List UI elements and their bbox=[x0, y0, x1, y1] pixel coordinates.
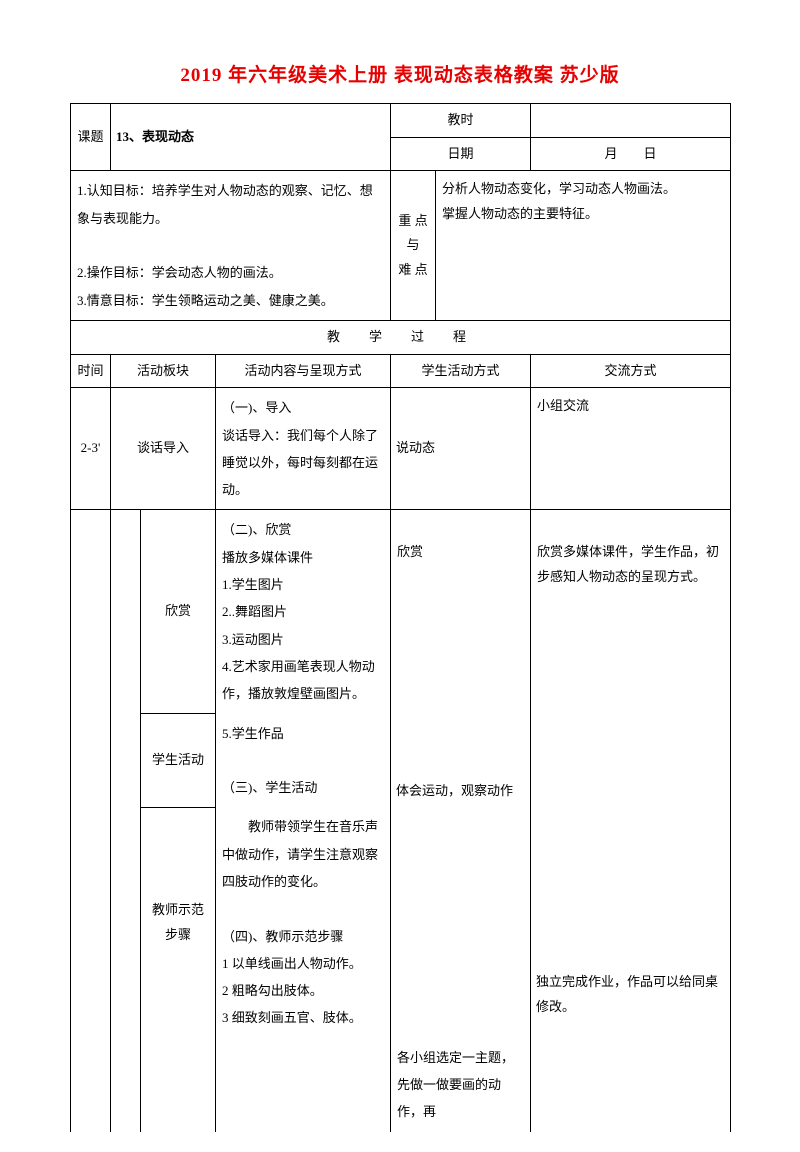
r2b-student: 体会运动，观察动作 bbox=[391, 714, 531, 808]
process-header: 教 学 过 程 bbox=[71, 320, 731, 354]
r2a-exchange: 欣赏多媒体课件，学生作品，初步感知人物动态的呈现方式。 bbox=[531, 510, 731, 714]
r1-block: 谈话导入 bbox=[111, 388, 216, 510]
date-value: 月 日 bbox=[531, 137, 731, 171]
r2-time bbox=[71, 510, 111, 1132]
topic-label: 课题 bbox=[71, 104, 111, 171]
date-label: 日期 bbox=[391, 137, 531, 171]
r2a-student: 欣赏 bbox=[391, 510, 531, 714]
r1-student: 说动态 bbox=[391, 388, 531, 510]
r2d-student: 各小组选定一主题，先做一做要画的动作，再 bbox=[391, 1038, 531, 1132]
col-student: 学生活动方式 bbox=[391, 354, 531, 388]
r1-exchange: 小组交流 bbox=[531, 388, 731, 510]
r2c-content: 教师带领学生在音乐声中做动作，请学生注意观察四肢动作的变化。 （四)、教师示范步… bbox=[216, 807, 391, 1037]
keypoint-label: 重 点 与 难 点 bbox=[391, 171, 436, 320]
r2d-exchange bbox=[531, 1038, 731, 1132]
r2b-block: 学生活动 bbox=[141, 714, 216, 808]
r2c-exchange: 独立完成作业，作品可以给同桌修改。 bbox=[531, 807, 731, 1037]
period-label: 教时 bbox=[391, 104, 531, 138]
r2a-block: 欣赏 bbox=[141, 510, 216, 714]
col-time: 时间 bbox=[71, 354, 111, 388]
r2b-content: 5.学生作品 （三)、学生活动 bbox=[216, 714, 391, 808]
r2-spacer bbox=[111, 510, 141, 1132]
document-title: 2019 年六年级美术上册 表现动态表格教案 苏少版 bbox=[70, 60, 730, 87]
r1-time: 2-3' bbox=[71, 388, 111, 510]
r2c-block: 教师示范步骤 bbox=[141, 807, 216, 1037]
r2a-content: （二)、欣赏 播放多媒体课件 1.学生图片 2..舞蹈图片 3.运动图片 4.艺… bbox=[216, 510, 391, 714]
topic-value: 13、表现动态 bbox=[111, 104, 391, 171]
col-block: 活动板块 bbox=[111, 354, 216, 388]
r1-content: （一)、导入 谈话导入：我们每个人除了睡觉以外，每时每刻都在运动。 bbox=[216, 388, 391, 510]
r2d-content bbox=[216, 1038, 391, 1132]
r2c-student bbox=[391, 807, 531, 1037]
period-value bbox=[531, 104, 731, 138]
keypoint-value: 分析人物动态变化，学习动态人物画法。 掌握人物动态的主要特征。 bbox=[436, 171, 731, 320]
r2d-block bbox=[141, 1038, 216, 1132]
col-exchange: 交流方式 bbox=[531, 354, 731, 388]
objectives-text: 1.认知目标：培养学生对人物动态的观察、记忆、想象与表现能力。 2.操作目标：学… bbox=[71, 171, 391, 320]
col-content: 活动内容与呈现方式 bbox=[216, 354, 391, 388]
lesson-plan-table: 课题 13、表现动态 教时 日期 月 日 1.认知目标：培养学生对人物动态的观察… bbox=[70, 103, 731, 1132]
r2b-exchange bbox=[531, 714, 731, 808]
